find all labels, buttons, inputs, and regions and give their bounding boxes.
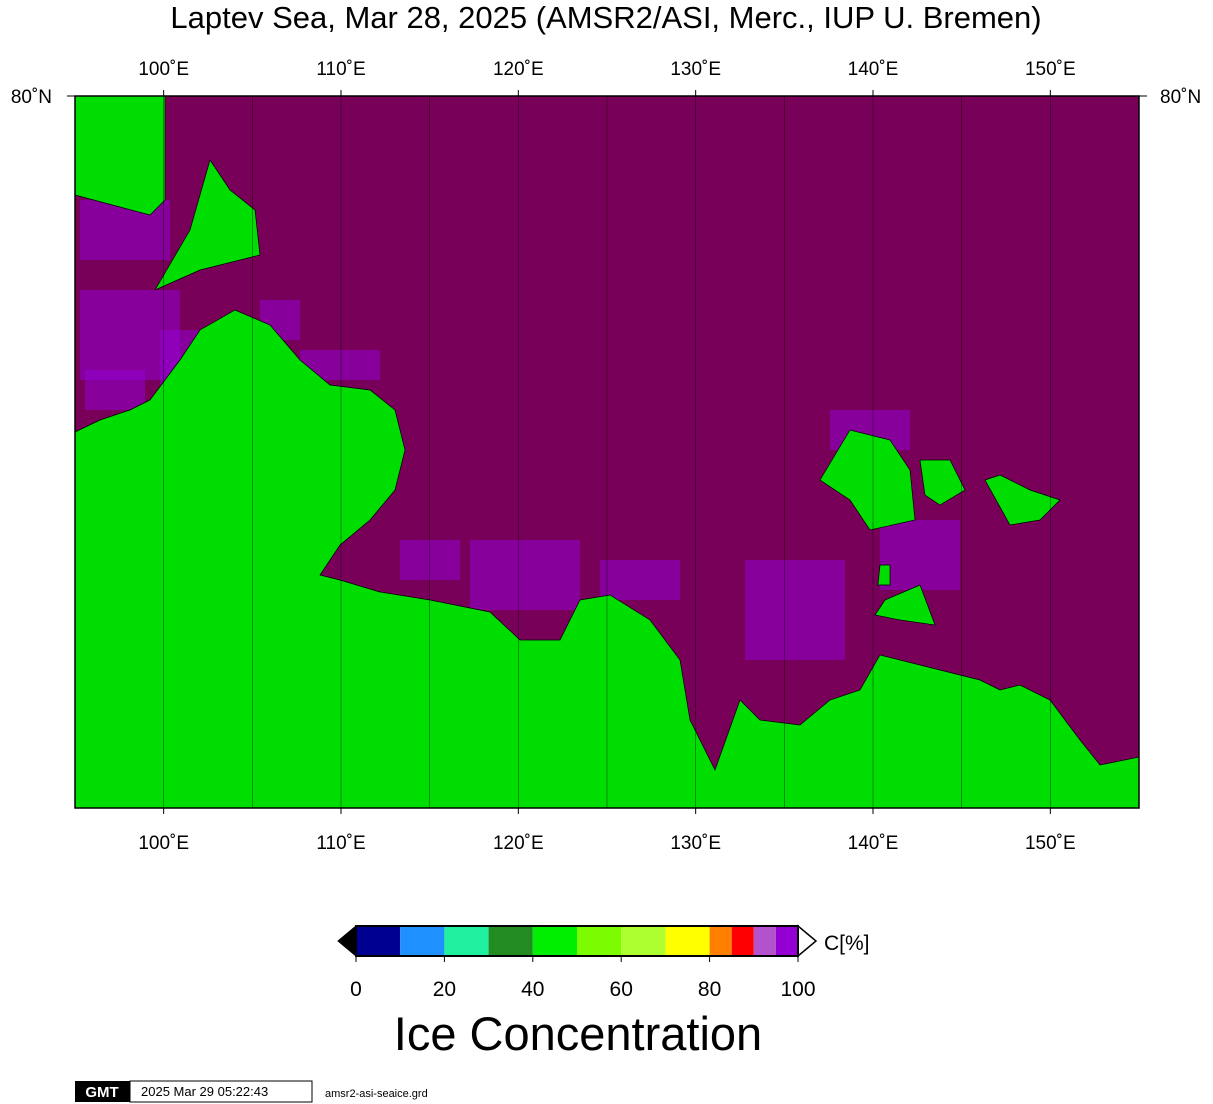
- ice-patch: [880, 520, 960, 590]
- colorbar-tick-label: 60: [610, 978, 633, 1001]
- x-tick-label: 140˚E: [848, 59, 899, 80]
- colorbar-bin: [709, 926, 732, 956]
- x-tick-label: 110˚E: [316, 59, 365, 80]
- over-triangle: [797, 924, 818, 958]
- x-tick-label: 120˚E: [493, 59, 544, 80]
- ice-patch: [80, 200, 170, 260]
- x-tick-label: 120˚E: [493, 833, 544, 854]
- x-tick-label: 140˚E: [848, 833, 899, 854]
- colorbar-tick-label: 20: [433, 978, 456, 1001]
- x-tick-label: 100˚E: [138, 59, 189, 80]
- colorbar-bin: [577, 926, 622, 956]
- land: [919, 459, 966, 506]
- colorbar-bin: [775, 926, 798, 956]
- ice-patch: [745, 560, 845, 660]
- colorbar-bin: [444, 926, 489, 956]
- colorbar: 0 20 40 60 80 100 C[%] Ice Concentration: [337, 924, 870, 1060]
- land: [154, 159, 261, 291]
- colorbar-tick-label: 40: [521, 978, 544, 1001]
- land: [74, 95, 166, 216]
- colorbar-bin: [532, 926, 577, 956]
- colorbar-bin: [731, 926, 754, 956]
- file-name: amsr2-asi-seaice.grd: [325, 1088, 428, 1100]
- x-tick-label: 130˚E: [670, 59, 721, 80]
- colorbar-bin: [488, 926, 533, 956]
- colorbar-frame: [355, 925, 799, 957]
- ice-patch: [400, 540, 460, 580]
- map: 100˚E 100˚E 110˚E 110˚E 120˚E 120˚E 130˚E 130˚E…: [11, 59, 1201, 854]
- timestamp-box: [129, 1080, 313, 1103]
- x-tick-label: 150˚E: [1025, 833, 1076, 854]
- colorbar-bin: [665, 926, 710, 956]
- colorbar-tick-label: 80: [698, 978, 721, 1001]
- lat-label: 80˚N: [1160, 87, 1201, 108]
- colorbar-bin: [621, 926, 666, 956]
- colorbar-unit: C[%]: [824, 932, 870, 955]
- lat-label: 80˚N: [11, 87, 52, 108]
- timestamp: 2025 Mar 29 05:22:43: [141, 1084, 268, 1099]
- logo: GMT: [85, 1084, 118, 1101]
- map-frame: [74, 95, 1140, 809]
- ice-patch: [600, 560, 680, 600]
- x-tick-label: 130˚E: [670, 833, 721, 854]
- x-tick-label: 110˚E: [316, 833, 365, 854]
- colorbar-title: Ice Concentration: [394, 1007, 762, 1060]
- colorbar-bin: [753, 926, 776, 956]
- x-tick-label: 150˚E: [1025, 59, 1076, 80]
- x-tick-label: 100˚E: [138, 833, 189, 854]
- logo-box: [75, 1081, 130, 1102]
- land: [874, 584, 936, 626]
- ice-patch: [470, 540, 580, 610]
- ice-patch: [85, 370, 145, 410]
- colorbar-tick-label: 0: [350, 978, 362, 1001]
- colorbar-tick-label: 100: [780, 978, 815, 1001]
- land: [984, 474, 1061, 526]
- colorbar-bin: [356, 926, 401, 956]
- land: [877, 564, 891, 586]
- colorbar-bin: [400, 926, 445, 956]
- footer: GMT 2025 Mar 29 05:22:43 amsr2-asi-seaic…: [75, 1080, 428, 1103]
- title: Laptev Sea, Mar 28, 2025 (AMSR2/ASI, Mer…: [170, 0, 1041, 35]
- under-triangle: [337, 924, 357, 958]
- land: [819, 429, 916, 531]
